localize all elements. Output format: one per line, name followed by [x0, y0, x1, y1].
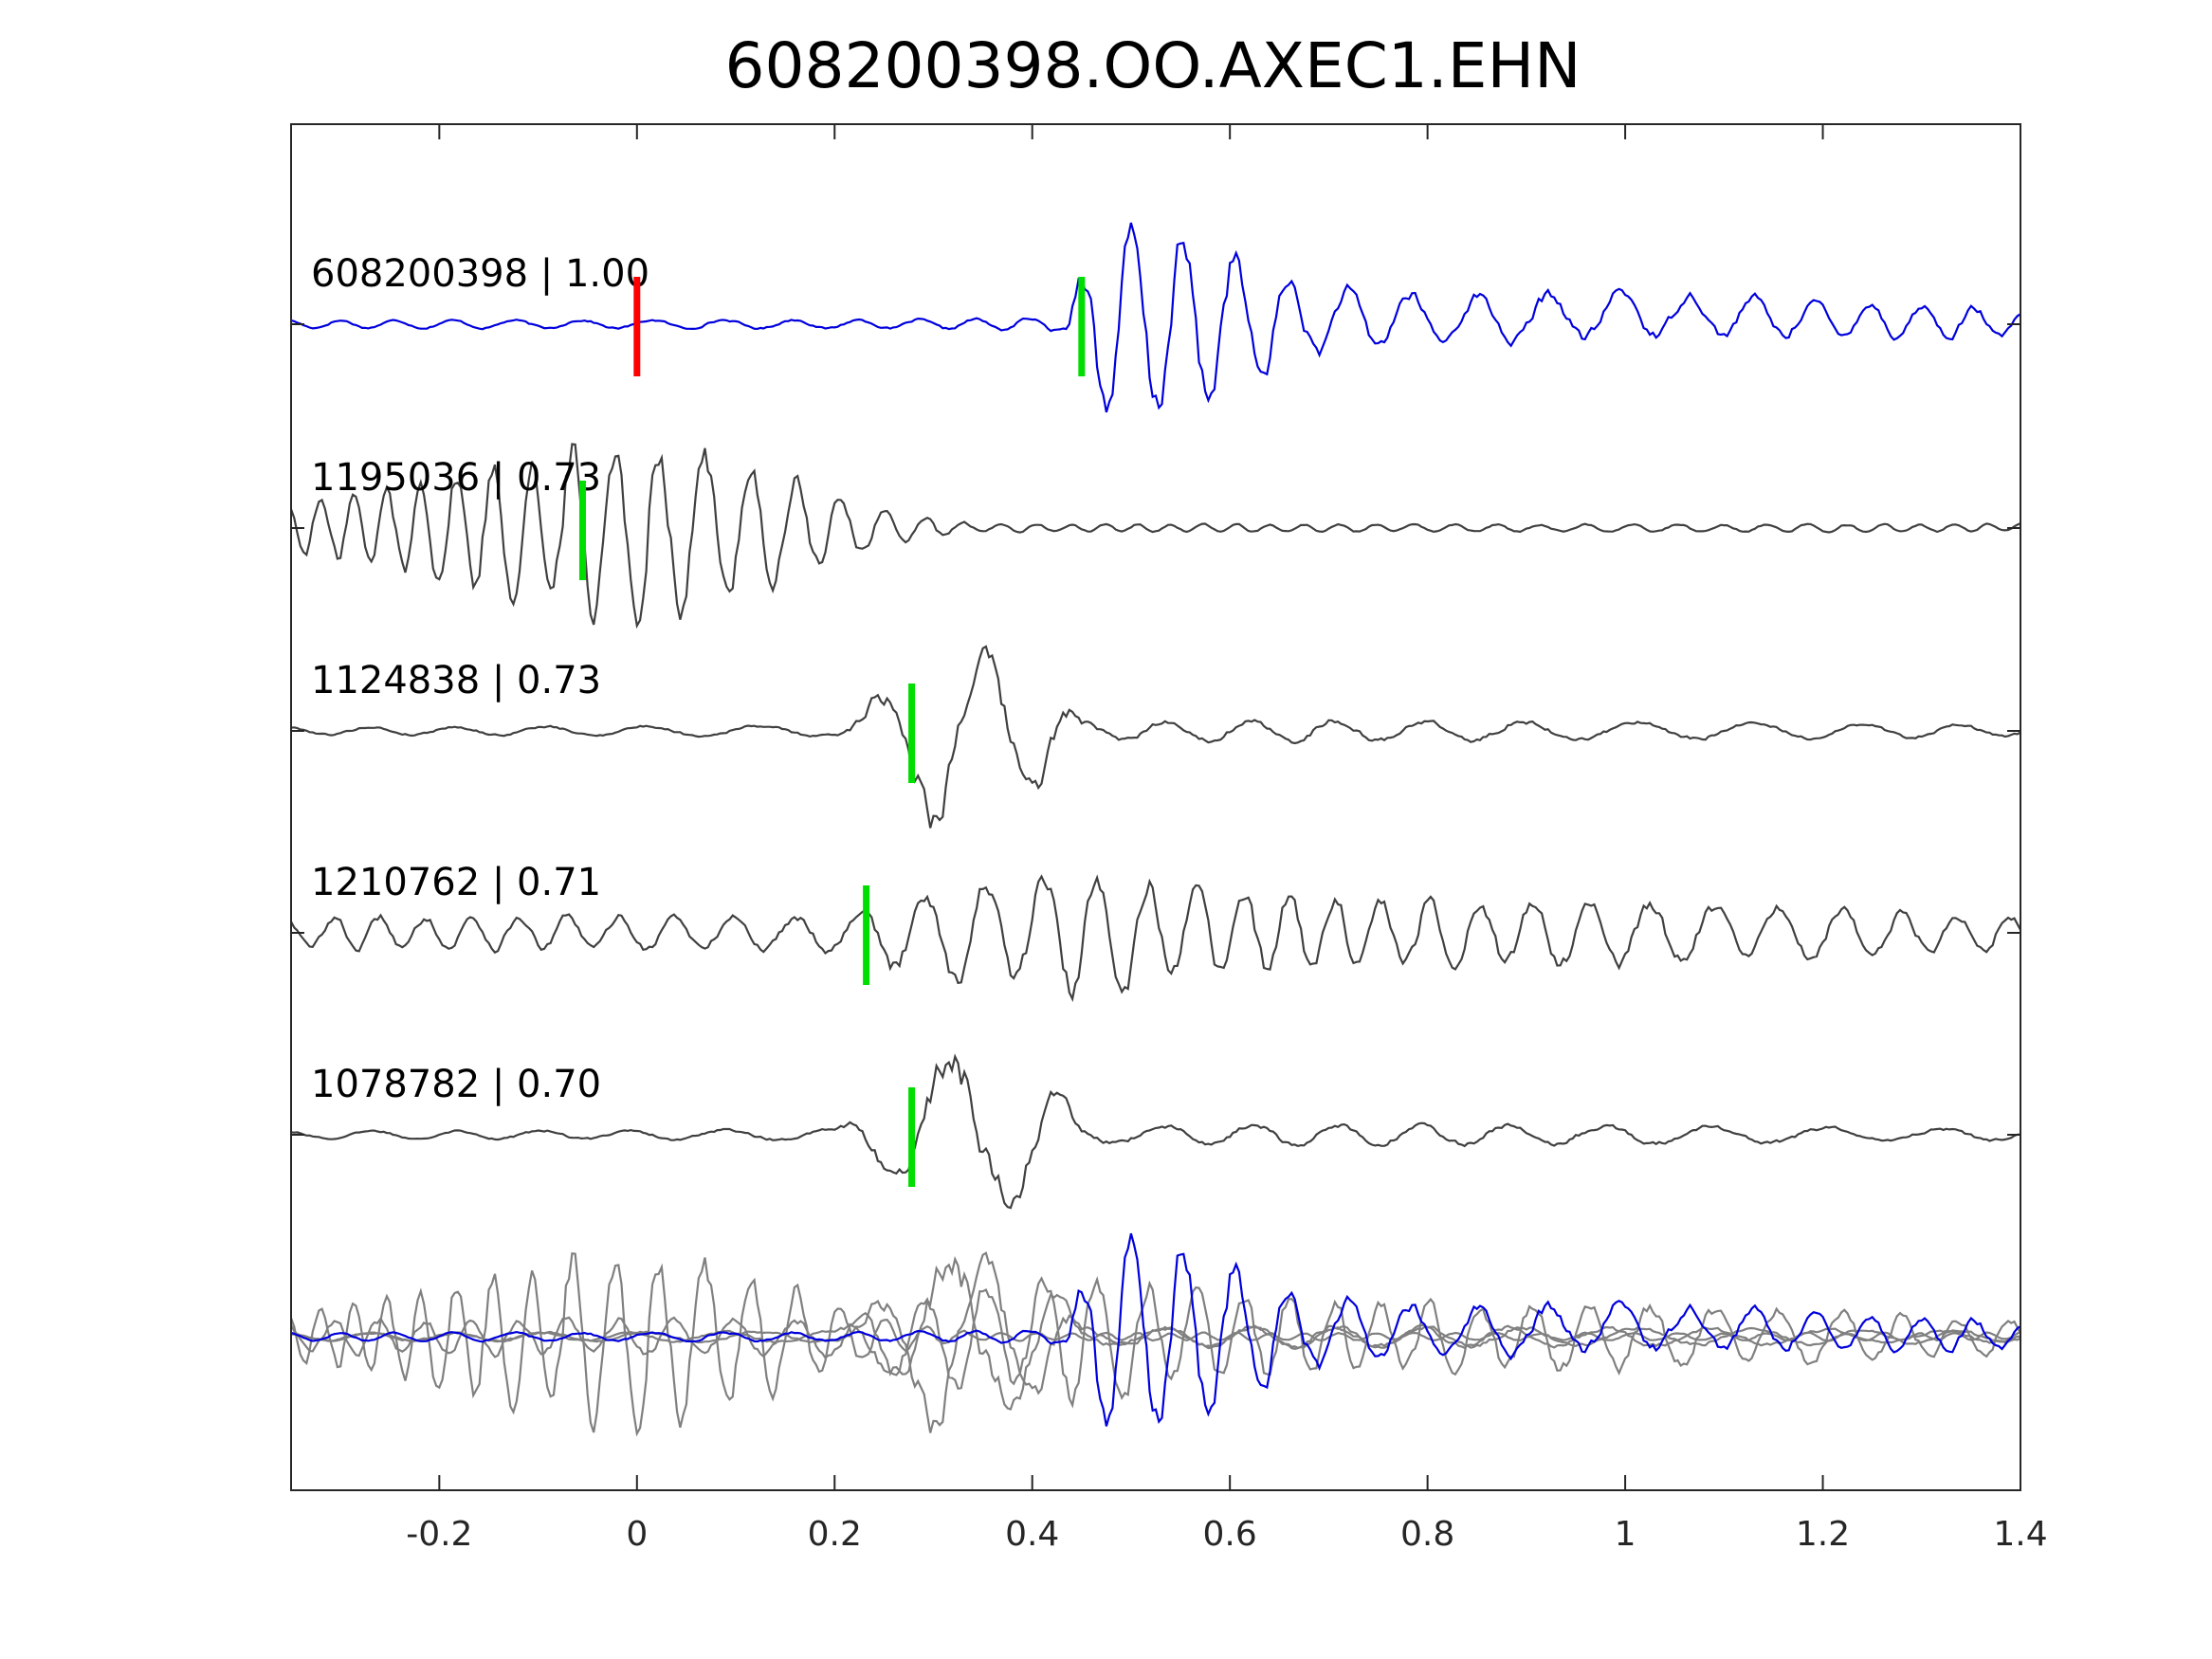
x-tick-label: 0.8 — [1400, 1515, 1454, 1554]
trace-line-608200398 — [291, 222, 2020, 413]
x-tick-label: 0.2 — [808, 1515, 862, 1554]
chart-title: 608200398.OO.AXEC1.EHN — [725, 29, 1581, 102]
trace-line-1124838 — [291, 645, 2020, 829]
plot-area: 608200398 | 1.00 1195036 | 0.73 1124838 | … — [291, 222, 2020, 1437]
x-tick-label: 0 — [626, 1515, 648, 1554]
x-tick-label: 1.2 — [1796, 1515, 1850, 1554]
trace-line-1078782 — [291, 1053, 2020, 1210]
trace-line-1210762 — [291, 874, 2020, 1003]
axes-box — [290, 123, 2021, 1491]
x-tick-label: -0.2 — [406, 1515, 472, 1554]
trace-label-1195036: 1195036 | 0.73 — [311, 456, 601, 500]
axes: -0.2 0 0.2 0.4 0.6 0.8 1 1.2 1.4 — [290, 123, 2048, 1554]
x-tick-label: 0.4 — [1005, 1515, 1059, 1554]
trace-label-1124838: 1124838 | 0.73 — [311, 659, 601, 702]
x-tick-label: 0.6 — [1203, 1515, 1257, 1554]
trace-label-1078782: 1078782 | 0.70 — [311, 1063, 601, 1106]
x-tick-label: 1.4 — [1993, 1515, 2047, 1554]
stack-trace-1124838 — [291, 1251, 2020, 1433]
stack-trace-1078782 — [291, 1255, 2020, 1411]
stack-trace-608200398 — [291, 1232, 2020, 1427]
x-tick-label: 1 — [1615, 1515, 1636, 1554]
stack-trace-1195036 — [291, 1251, 2020, 1437]
trace-label-608200398: 608200398 | 1.00 — [311, 252, 649, 296]
stack-trace-1210762 — [291, 1275, 2020, 1409]
trace-label-1210762: 1210762 | 0.71 — [311, 861, 601, 904]
